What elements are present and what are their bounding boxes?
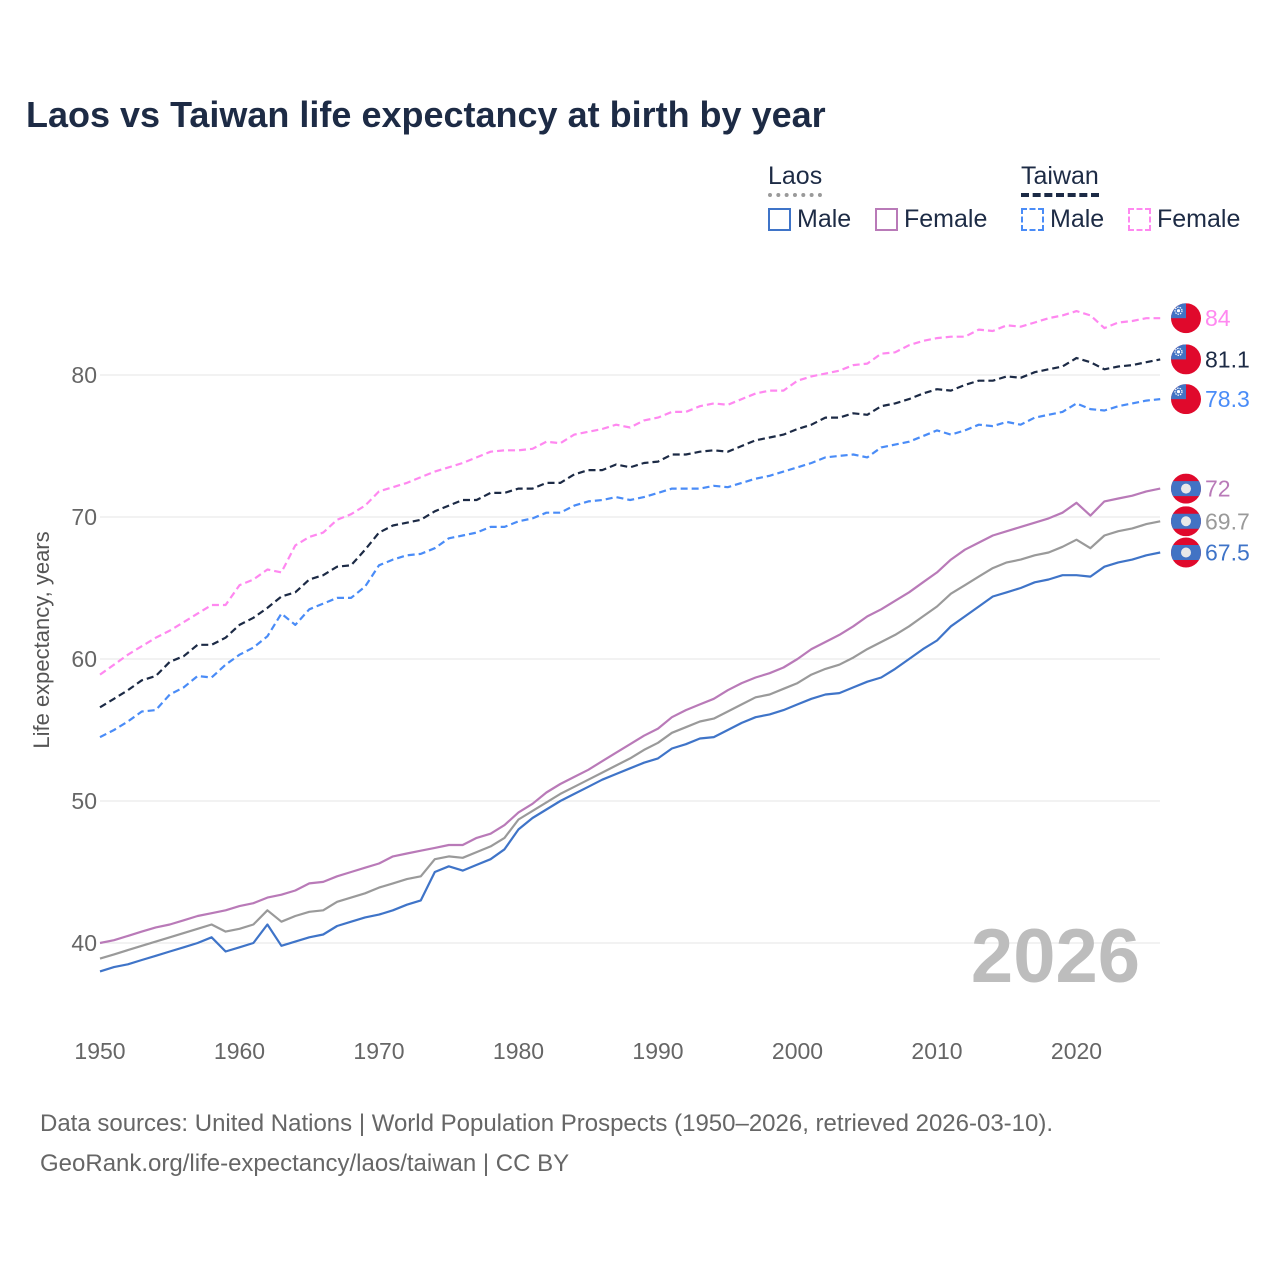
legend-label: Female	[904, 205, 988, 233]
series-lines	[99, 310, 1161, 973]
moon-icon	[1181, 483, 1191, 494]
laos-flag-icon	[1171, 473, 1201, 504]
y-tick-label: 70	[71, 504, 97, 530]
flag-marker	[1171, 473, 1201, 504]
x-tick-label: 1980	[493, 1038, 544, 1064]
chart-title: Laos vs Taiwan life expectancy at birth …	[26, 94, 826, 135]
x-tick-label: 2000	[772, 1038, 823, 1064]
taiwan-flag-icon	[1171, 303, 1201, 334]
flag-marker	[1171, 344, 1201, 375]
series-line-taiwan-female	[99, 310, 1161, 676]
flag-marker	[1171, 537, 1201, 568]
sun-core-icon	[1176, 390, 1181, 394]
legend-item-laos-male[interactable]: Male	[768, 205, 851, 234]
end-value-label: 81.1	[1205, 346, 1250, 372]
legend-swatch-icon	[1128, 208, 1151, 231]
end-value-label: 84	[1205, 305, 1231, 331]
legend-swatch-icon	[768, 208, 791, 231]
flag-marker	[1171, 506, 1201, 537]
legend-swatch-icon	[875, 208, 898, 231]
taiwan-flag-icon	[1171, 344, 1201, 375]
x-tick-labels: 1950 1960 1970 1980 1990 2000 2010 2020	[74, 1038, 1102, 1064]
end-value-label: 67.5	[1205, 540, 1250, 566]
series-line-laos-female	[99, 487, 1161, 945]
flag-marker	[1171, 384, 1201, 415]
series-line-laos-male	[99, 551, 1161, 973]
sun-icon	[1174, 306, 1183, 315]
flag-marker	[1171, 303, 1201, 334]
series-line-taiwan-male	[99, 398, 1161, 739]
x-tick-label: 1990	[632, 1038, 683, 1064]
moon-icon	[1181, 547, 1191, 558]
x-tick-label: 2020	[1051, 1038, 1102, 1064]
taiwan-flag-icon	[1171, 384, 1201, 415]
sun-icon	[1174, 347, 1183, 356]
end-markers: 84 81.1 78.3 72 69.7 67.5	[1171, 303, 1250, 568]
footer: Data sources: United Nations | World Pop…	[40, 1104, 1053, 1184]
end-value-label: 78.3	[1205, 386, 1250, 412]
legend-label: Female	[1157, 205, 1241, 233]
laos-flag-icon	[1171, 506, 1201, 537]
series-line-taiwan	[99, 356, 1161, 709]
source-link[interactable]: GeoRank.org/life-expectancy/laos/taiwan …	[40, 1150, 570, 1177]
year-watermark: 2026	[971, 914, 1140, 999]
x-tick-label: 1970	[353, 1038, 404, 1064]
legend-label: Male	[1050, 205, 1105, 233]
moon-icon	[1181, 516, 1191, 527]
legend-item-taiwan-male[interactable]: Male	[1021, 205, 1104, 234]
series-line-laos	[99, 520, 1161, 960]
y-tick-label: 60	[71, 646, 97, 672]
source-note: Data sources: United Nations | World Pop…	[40, 1110, 1054, 1137]
x-tick-label: 1950	[74, 1038, 125, 1064]
end-value-label: 69.7	[1205, 508, 1250, 534]
y-tick-label: 80	[71, 362, 97, 388]
legend-item-laos-female[interactable]: Female	[875, 205, 987, 234]
y-tick-label: 40	[71, 930, 97, 956]
legend-group-laos[interactable]: Laos	[768, 162, 823, 197]
legend-label: Male	[797, 205, 852, 233]
y-tick-label: 50	[71, 788, 97, 814]
x-tick-label: 2010	[911, 1038, 962, 1064]
end-value-label: 72	[1205, 476, 1231, 502]
gridlines	[100, 374, 1160, 944]
laos-flag-icon	[1171, 537, 1201, 568]
x-tick-label: 1960	[214, 1038, 265, 1064]
y-tick-labels: 40 50 60 70 80	[71, 362, 97, 956]
sun-icon	[1174, 387, 1183, 396]
legend-item-taiwan-female[interactable]: Female	[1128, 205, 1240, 234]
line-chart: 40 50 60 70 80 1950 1960 1970 1980 1990 2000 2010 2…	[71, 303, 1250, 1064]
legend-group-taiwan[interactable]: Taiwan	[1021, 162, 1099, 197]
sun-core-icon	[1176, 350, 1181, 354]
legend-swatch-icon	[1021, 208, 1044, 231]
sun-core-icon	[1176, 309, 1181, 313]
